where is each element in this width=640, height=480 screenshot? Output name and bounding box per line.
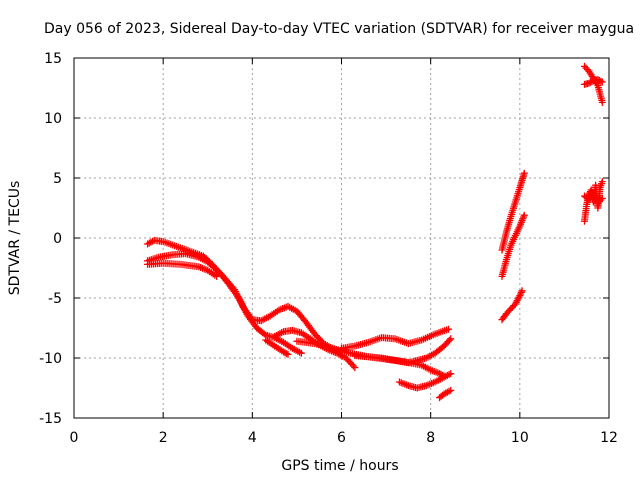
- y-tick-label: 0: [53, 231, 62, 247]
- data-point-marker: [447, 370, 455, 378]
- data-point-marker: [598, 178, 606, 186]
- data-point-marker: [598, 78, 606, 86]
- data-point-marker: [517, 290, 525, 298]
- data-point-marker: [349, 362, 357, 370]
- data-point-marker: [515, 293, 523, 301]
- data-point-marker: [597, 77, 605, 85]
- y-tick-label: -10: [39, 351, 62, 367]
- data-point-marker: [598, 98, 606, 106]
- data-point-marker: [517, 288, 525, 296]
- data-point-marker: [520, 211, 528, 219]
- y-axis-label: SDTVAR / TECUs: [7, 181, 23, 296]
- data-point-marker: [351, 364, 359, 372]
- data-point-marker: [520, 169, 528, 177]
- x-tick-label: 8: [426, 430, 435, 446]
- data-point-marker: [260, 330, 268, 338]
- x-tick-label: 4: [248, 430, 257, 446]
- series-track-l: [498, 211, 528, 280]
- series-track-k: [498, 169, 528, 254]
- data-point-marker: [447, 335, 455, 343]
- data-point-marker: [445, 336, 453, 344]
- x-tick-label: 12: [600, 430, 618, 446]
- series-track-i: [395, 370, 455, 392]
- x-tick-label: 6: [337, 430, 346, 446]
- data-point-marker: [447, 386, 455, 394]
- data-point-marker: [445, 387, 453, 395]
- series-track-j: [436, 386, 455, 402]
- series-track-m: [498, 287, 526, 324]
- series-track-h: [351, 335, 455, 367]
- data-point-marker: [213, 272, 221, 280]
- data-point-marker: [445, 325, 452, 333]
- chart-title: Day 056 of 2023, Sidereal Day-to-day VTE…: [44, 21, 634, 37]
- y-tick-label: -15: [39, 411, 62, 427]
- data-point-marker: [284, 350, 292, 358]
- y-tick-label: 5: [53, 171, 62, 187]
- series-track-n: [580, 62, 606, 106]
- series-track-g: [338, 325, 452, 352]
- data-point-marker: [597, 196, 605, 204]
- axis-ticks: [73, 57, 610, 419]
- y-tick-label: -5: [48, 291, 62, 307]
- x-axis-label: GPS time / hours: [281, 458, 398, 474]
- x-tick-label: 10: [511, 430, 529, 446]
- y-tick-label: 15: [44, 51, 62, 67]
- x-tick-label: 2: [159, 430, 168, 446]
- tick-labels: 0 2 4 6 8 10 12 -15 -10 -5 0 5 10 15: [39, 51, 618, 446]
- data-point-marker: [283, 350, 291, 358]
- data-point-marker: [516, 292, 524, 300]
- series-track-o: [580, 76, 606, 88]
- plot-frame: [73, 57, 610, 419]
- x-tick-label: 0: [70, 430, 79, 446]
- data-point-marker: [445, 371, 453, 378]
- data-points: [144, 62, 606, 402]
- series-track-q: [580, 188, 606, 207]
- y-tick-label: 10: [44, 111, 62, 127]
- series-track-c: [144, 259, 221, 280]
- series-track-e: [262, 336, 292, 358]
- data-point-marker: [598, 194, 606, 202]
- data-point-marker: [518, 287, 526, 295]
- data-point-marker: [297, 349, 305, 357]
